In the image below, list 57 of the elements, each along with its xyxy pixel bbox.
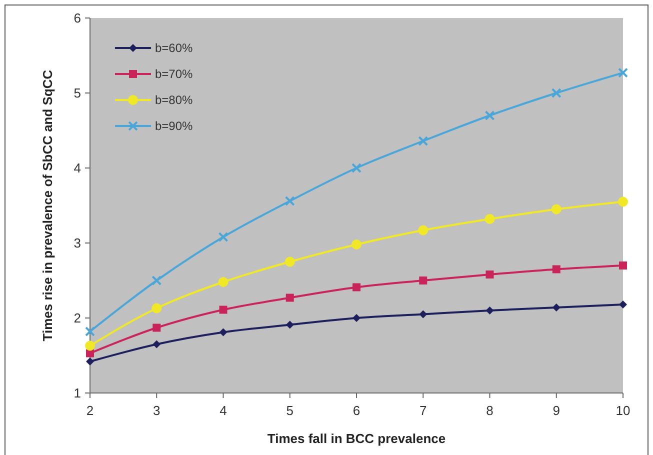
point: [551, 88, 562, 98]
point: [284, 196, 295, 206]
x-tick-label: 9: [552, 403, 560, 418]
point: [352, 314, 360, 322]
x-tick-label: 2: [86, 403, 94, 418]
point: [284, 256, 295, 267]
point: [152, 340, 161, 348]
point: [552, 265, 560, 274]
y-axis-title: Times rise in prevalence of SbCC and SqCC: [40, 69, 55, 342]
point: [152, 303, 162, 314]
point: [218, 232, 228, 242]
point: [352, 283, 360, 292]
point: [419, 310, 428, 318]
x-tick-label: 5: [286, 403, 294, 418]
point: [86, 358, 94, 366]
x-tick-label: 6: [352, 403, 360, 418]
legend-label: b=80%: [155, 93, 194, 108]
x-tick-label: 8: [486, 403, 494, 418]
point: [85, 340, 95, 351]
point: [484, 214, 495, 224]
point: [619, 262, 627, 270]
y-tick-label: 2: [74, 310, 81, 326]
y-tick-label: 6: [74, 10, 81, 26]
x-tick-label: 4: [220, 403, 227, 418]
legend-label: b=60%: [155, 41, 194, 56]
point: [419, 276, 428, 284]
point: [352, 240, 362, 250]
point: [618, 68, 628, 78]
point: [418, 225, 428, 236]
point: [418, 136, 428, 146]
point: [85, 326, 95, 336]
legend-label: b=70%: [155, 67, 194, 82]
point: [618, 196, 628, 207]
point: [552, 304, 560, 312]
point: [152, 276, 162, 286]
y-tick-label: 5: [74, 86, 81, 101]
x-axis-title: Times fall in BCC prevalence: [267, 431, 446, 446]
point: [86, 349, 94, 358]
y-tick-label: 3: [74, 236, 81, 251]
x-tick-label: 7: [420, 403, 427, 418]
legend-label: b=90%: [155, 119, 194, 134]
point: [486, 270, 494, 278]
point: [551, 204, 562, 214]
x-tick-label: 3: [153, 403, 160, 418]
x-tick-label: 10: [616, 403, 630, 418]
point: [218, 277, 228, 287]
point: [484, 110, 495, 120]
y-tick-label: 4: [74, 160, 81, 176]
point: [286, 320, 294, 329]
y-tick-label: 1: [74, 386, 81, 401]
point: [352, 163, 362, 173]
point: [486, 306, 494, 314]
point: [219, 306, 228, 314]
point: [286, 294, 294, 302]
point: [619, 300, 627, 308]
point: [219, 328, 228, 336]
point: [152, 324, 161, 332]
